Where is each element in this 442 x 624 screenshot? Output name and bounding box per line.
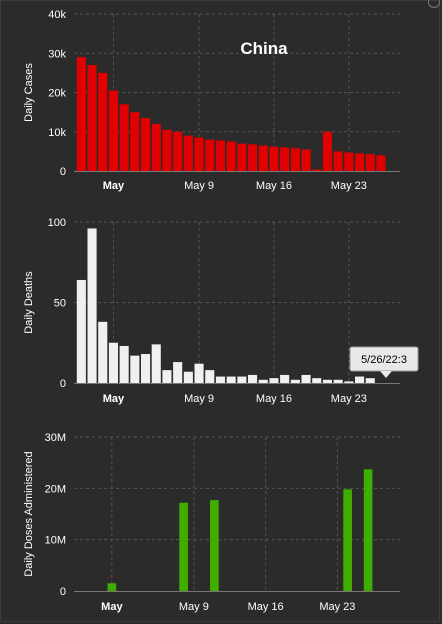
data-bar[interactable] [151, 123, 161, 171]
data-bar[interactable] [269, 378, 279, 383]
x-tick-label: May 23 [331, 393, 367, 405]
data-bar[interactable] [205, 370, 215, 383]
data-bar[interactable] [108, 90, 118, 171]
data-bar[interactable] [301, 374, 311, 383]
y-axis-title: Daily Deaths [23, 271, 35, 334]
data-bar[interactable] [322, 379, 332, 383]
data-bar[interactable] [363, 469, 373, 591]
data-bar[interactable] [162, 129, 172, 171]
data-bar[interactable] [258, 379, 268, 383]
data-bar[interactable] [108, 342, 118, 383]
data-bar[interactable] [194, 137, 204, 171]
data-bar[interactable] [355, 153, 365, 171]
y-axis-title: Daily Cases [23, 63, 35, 122]
data-bar[interactable] [141, 118, 151, 171]
data-bar[interactable] [107, 583, 117, 591]
y-tick-label: 100 [48, 217, 66, 229]
y-tick-label: 10k [48, 127, 66, 139]
data-bar[interactable] [173, 362, 183, 383]
data-bar[interactable] [87, 228, 97, 383]
y-tick-label: 50 [54, 298, 66, 310]
data-bar[interactable] [141, 354, 151, 383]
x-tick-label: May 16 [256, 393, 292, 405]
data-bar[interactable] [215, 376, 225, 383]
y-tick-label: 0 [60, 586, 66, 598]
data-bar[interactable] [98, 72, 108, 171]
data-bar[interactable] [280, 147, 290, 171]
expand-icon[interactable] [428, 0, 440, 8]
data-bar[interactable] [365, 378, 375, 383]
data-bar[interactable] [226, 376, 236, 383]
data-bar[interactable] [365, 154, 375, 171]
y-tick-label: 30k [48, 48, 66, 60]
data-bar[interactable] [344, 381, 354, 383]
data-bar[interactable] [76, 57, 86, 171]
data-bar[interactable] [151, 344, 161, 383]
data-bar[interactable] [76, 279, 86, 383]
data-bar[interactable] [343, 489, 352, 591]
data-bar[interactable] [376, 155, 386, 171]
data-bar[interactable] [344, 152, 354, 171]
data-bar[interactable] [269, 146, 279, 171]
data-bar[interactable] [258, 145, 268, 171]
data-bar[interactable] [210, 500, 219, 591]
y-tick-label: 0 [60, 166, 66, 178]
data-bar[interactable] [162, 370, 172, 383]
data-bar[interactable] [98, 321, 108, 383]
data-bar[interactable] [312, 378, 322, 383]
data-bar[interactable] [248, 144, 258, 171]
y-tick-label: 20k [48, 88, 66, 100]
x-tick-label: May 9 [184, 393, 214, 405]
data-bar[interactable] [173, 131, 183, 171]
data-bar[interactable] [322, 131, 332, 171]
y-tick-label: 10M [45, 535, 66, 547]
data-bar[interactable] [301, 149, 311, 171]
data-bar[interactable] [215, 140, 225, 171]
data-bar[interactable] [290, 148, 300, 171]
data-bar[interactable] [355, 376, 365, 383]
x-tick-label: May 16 [256, 180, 292, 192]
data-bar[interactable] [194, 363, 204, 383]
x-tick-label: May [101, 601, 123, 613]
data-bar[interactable] [333, 379, 343, 383]
x-tick-label: May [103, 393, 125, 405]
y-tick-label: 30M [45, 432, 66, 444]
data-bar[interactable] [130, 112, 140, 171]
data-bar[interactable] [119, 104, 129, 171]
x-tick-label: May 23 [319, 601, 355, 613]
x-tick-label: May 9 [184, 180, 214, 192]
chart-title: China [240, 39, 288, 58]
x-tick-label: May 16 [248, 601, 284, 613]
data-bar[interactable] [226, 141, 236, 171]
y-tick-label: 40k [48, 9, 66, 21]
data-bar[interactable] [280, 374, 290, 383]
data-bar[interactable] [179, 502, 188, 591]
x-tick-label: May [103, 180, 125, 192]
x-tick-label: May 9 [179, 601, 209, 613]
data-bar[interactable] [87, 65, 97, 171]
data-bar[interactable] [333, 151, 343, 171]
data-bar[interactable] [119, 345, 129, 383]
data-bar[interactable] [290, 379, 300, 383]
y-tick-label: 0 [60, 378, 66, 390]
tooltip-text: 5/26/22:3 [361, 354, 407, 366]
data-bar[interactable] [130, 355, 140, 383]
tooltip-pointer [380, 371, 392, 378]
data-bar[interactable] [237, 376, 247, 383]
data-bar[interactable] [312, 169, 322, 171]
x-tick-label: May 23 [331, 180, 367, 192]
y-axis-title: Daily Doses Administered [23, 451, 35, 576]
data-bar[interactable] [205, 139, 215, 171]
data-bar[interactable] [183, 135, 193, 171]
data-bar[interactable] [183, 371, 193, 383]
data-bar[interactable] [237, 143, 247, 171]
y-tick-label: 20M [45, 483, 66, 495]
data-bar[interactable] [248, 374, 258, 383]
